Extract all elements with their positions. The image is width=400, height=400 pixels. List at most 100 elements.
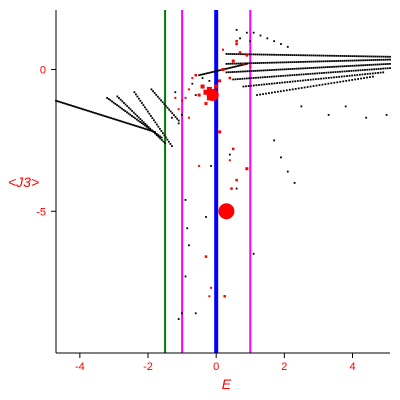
black-point	[159, 135, 161, 138]
black-point	[341, 59, 344, 62]
black-point	[345, 70, 348, 73]
black-point	[360, 77, 362, 80]
black-point	[259, 34, 262, 37]
black-point	[366, 76, 368, 79]
black-point	[389, 67, 391, 70]
black-point	[351, 55, 354, 58]
black-point	[293, 182, 296, 184]
black-point	[287, 54, 290, 56]
black-point	[160, 139, 163, 141]
black-point	[129, 113, 132, 116]
black-point	[144, 122, 147, 125]
black-point	[377, 71, 379, 74]
black-point	[324, 83, 327, 86]
black-point	[246, 70, 249, 73]
black-point	[240, 53, 242, 56]
black-point	[231, 62, 234, 65]
black-point	[118, 119, 121, 122]
red-point	[238, 51, 242, 54]
x-axis-title: E	[222, 376, 232, 392]
black-point	[317, 78, 320, 80]
black-point	[331, 60, 333, 63]
black-point	[242, 53, 244, 56]
black-point	[299, 79, 302, 82]
black-point	[273, 61, 275, 64]
black-point	[268, 92, 270, 95]
black-point	[152, 119, 155, 122]
black-point	[332, 71, 335, 74]
black-point	[304, 67, 306, 70]
black-point	[124, 110, 127, 112]
black-point	[335, 65, 338, 68]
black-point	[235, 28, 238, 31]
black-point	[260, 53, 263, 56]
black-point	[302, 73, 305, 76]
black-point	[369, 76, 371, 78]
black-point	[140, 122, 143, 125]
black-point	[366, 59, 369, 62]
red-point	[235, 39, 238, 43]
black-point	[96, 113, 99, 115]
red-point	[206, 86, 212, 92]
black-point	[307, 79, 310, 81]
black-point	[314, 72, 316, 75]
black-point	[167, 140, 170, 143]
black-point	[320, 77, 322, 80]
black-point	[279, 68, 282, 71]
black-point	[283, 54, 286, 56]
black-point	[277, 53, 280, 56]
black-point	[365, 116, 368, 119]
black-point	[297, 67, 300, 70]
black-point	[330, 82, 333, 85]
black-point	[318, 54, 321, 57]
black-point	[224, 68, 227, 70]
black-point	[326, 54, 329, 57]
black-point	[231, 71, 234, 73]
black-point	[322, 77, 325, 80]
black-point	[309, 72, 312, 75]
black-point	[318, 60, 321, 63]
black-point	[386, 67, 389, 70]
black-point	[316, 60, 319, 63]
black-point	[233, 71, 236, 73]
black-point	[252, 53, 255, 56]
black-point	[324, 60, 327, 63]
black-point	[347, 65, 350, 67]
red-point	[203, 89, 209, 95]
black-point	[139, 121, 142, 123]
black-point	[300, 67, 302, 70]
black-point	[147, 128, 150, 131]
black-point	[368, 68, 371, 71]
black-point	[305, 73, 307, 76]
black-point	[83, 108, 86, 111]
black-point	[271, 69, 273, 71]
black-point	[119, 98, 122, 101]
black-point	[380, 67, 382, 70]
black-point	[262, 53, 265, 56]
black-point	[266, 37, 269, 40]
black-point	[160, 130, 163, 132]
black-point	[191, 82, 194, 85]
black-point	[316, 66, 319, 69]
black-point	[297, 87, 300, 90]
black-point	[382, 58, 385, 61]
black-point	[264, 53, 267, 56]
black-point	[148, 129, 151, 132]
black-point	[325, 71, 328, 74]
black-point	[297, 61, 300, 63]
black-point	[230, 66, 232, 69]
black-point	[262, 61, 265, 64]
black-point	[339, 80, 342, 83]
black-point	[142, 123, 145, 126]
black-point	[281, 81, 284, 84]
black-point	[341, 55, 344, 57]
black-point	[270, 75, 273, 78]
black-point	[314, 60, 317, 63]
black-point	[343, 59, 346, 62]
black-point	[184, 199, 187, 201]
black-point	[264, 76, 266, 79]
black-point	[273, 82, 276, 85]
black-point	[378, 58, 381, 61]
black-point	[364, 64, 367, 67]
black-point	[278, 81, 281, 84]
